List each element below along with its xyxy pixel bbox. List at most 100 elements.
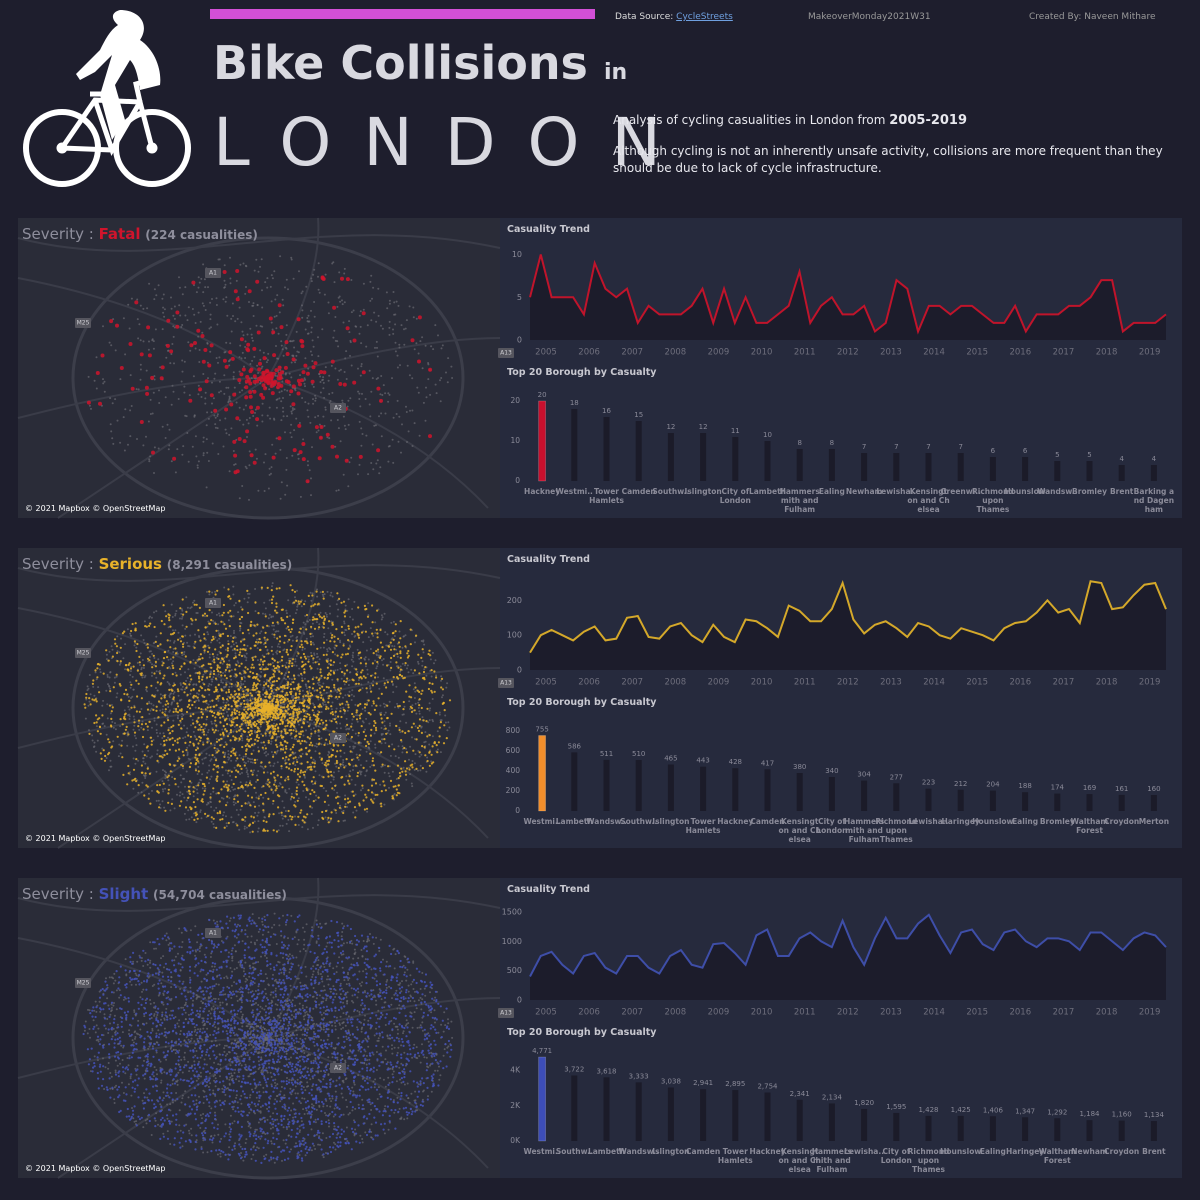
map-dot — [314, 770, 317, 773]
map-dot — [153, 288, 156, 291]
map-dot — [147, 749, 150, 752]
map-dot — [434, 324, 437, 327]
collision-dot — [225, 655, 228, 658]
map-dot — [297, 824, 300, 826]
map-dot — [311, 446, 313, 449]
map-dot — [358, 332, 361, 335]
map-dot — [284, 664, 287, 667]
map-dot — [424, 731, 427, 734]
map-dot — [310, 599, 313, 602]
map-dot — [119, 725, 122, 728]
map-dot — [214, 372, 217, 375]
collision-dot — [404, 645, 407, 648]
collision-dot — [340, 276, 344, 281]
collision-dot — [164, 708, 167, 711]
collision-dot — [428, 682, 431, 685]
map-dot — [138, 323, 141, 326]
map-dot — [343, 634, 346, 637]
collision-dot — [336, 750, 339, 753]
map-dot — [285, 278, 288, 281]
map-dot — [208, 769, 210, 772]
map-dot — [159, 693, 162, 696]
map-dot — [314, 416, 317, 419]
collision-dot — [255, 279, 260, 284]
collision-dot — [98, 691, 101, 694]
map-dot — [184, 627, 187, 630]
collision-dot — [430, 753, 433, 756]
collision-dot — [304, 747, 308, 750]
map-dot — [350, 279, 353, 281]
map-dot — [207, 703, 210, 706]
collision-dot — [249, 405, 253, 410]
collision-dot — [299, 338, 304, 343]
collision-dot — [194, 805, 197, 809]
map-dot — [383, 771, 386, 774]
collision-dot — [241, 786, 244, 789]
collision-dot — [352, 338, 357, 343]
collision-dot — [160, 697, 163, 700]
map-dot — [196, 788, 198, 791]
collision-dot — [388, 745, 391, 748]
map-dot — [167, 727, 170, 729]
collision-dot — [322, 776, 325, 779]
collision-dot — [182, 754, 185, 757]
collision-dot — [298, 701, 302, 704]
map-dot — [220, 796, 223, 799]
map-dot — [261, 420, 264, 423]
map-dot — [401, 646, 404, 649]
map-dot — [263, 816, 266, 819]
map-dot — [264, 281, 267, 284]
map-dot — [277, 667, 280, 670]
map-dot — [251, 304, 254, 307]
collision-dot — [343, 611, 346, 614]
map-dot — [393, 645, 396, 648]
collision-dot — [311, 618, 314, 621]
map-dot — [330, 708, 333, 711]
map-dot — [232, 371, 235, 374]
collision-dot — [347, 706, 350, 709]
collision-dot — [282, 735, 285, 739]
collision-dot — [159, 376, 164, 381]
map-dot — [188, 645, 191, 648]
collision-dot — [163, 744, 166, 747]
map-dot — [174, 614, 177, 617]
map-dot — [282, 410, 285, 413]
map-dot — [206, 709, 209, 712]
map-dot — [305, 768, 308, 771]
collision-dot — [171, 730, 174, 733]
map-dot — [306, 409, 309, 412]
collision-dot — [230, 770, 233, 773]
collision-dot — [191, 280, 196, 285]
map-dot — [233, 725, 236, 728]
collision-dot — [167, 788, 170, 791]
map-dot — [232, 450, 235, 452]
map-dot — [414, 725, 417, 728]
collision-dot — [124, 728, 127, 731]
collision-dot — [216, 779, 219, 783]
map-dot — [179, 682, 182, 685]
map-dot — [359, 310, 362, 313]
map-dot — [184, 785, 186, 788]
map-dot — [384, 631, 387, 634]
map-dot — [327, 301, 330, 304]
collision-dot — [194, 618, 197, 621]
map-dot — [301, 309, 304, 312]
map-dot — [244, 820, 247, 823]
map-dot — [122, 657, 125, 660]
map-dot — [171, 776, 174, 779]
map-dot — [141, 720, 144, 723]
collision-dot — [241, 632, 244, 635]
map-dot — [230, 317, 233, 320]
collision-dot — [421, 689, 424, 692]
collision-dot — [252, 460, 257, 465]
map-dot — [351, 665, 354, 668]
collision-dot — [387, 645, 390, 648]
map-dot — [265, 653, 268, 655]
map-dot — [238, 754, 241, 757]
map-dot — [323, 636, 325, 638]
collision-dot — [228, 625, 231, 628]
collision-dot — [250, 732, 253, 735]
map-dot — [222, 445, 225, 448]
collision-dot — [160, 365, 165, 370]
map-dot — [184, 314, 187, 317]
